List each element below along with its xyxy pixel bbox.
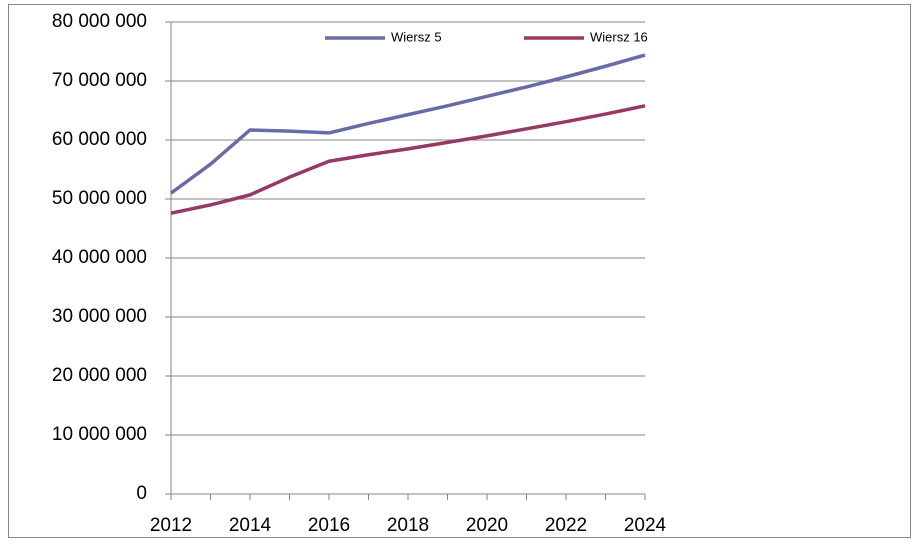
line-series — [169, 53, 646, 195]
x-tick-label: 2016 — [308, 515, 350, 536]
y-tick-label: 80 000 000 — [52, 11, 147, 32]
chart-frame — [8, 4, 911, 538]
legend-label: Wiersz 16 — [590, 29, 648, 44]
x-tick-label: 2018 — [387, 515, 429, 536]
y-tick-label: 10 000 000 — [52, 424, 147, 445]
y-tick-label: 0 — [136, 483, 147, 504]
legend-label: Wiersz 5 — [391, 29, 442, 44]
x-tick-label: 2020 — [466, 515, 508, 536]
y-tick-label: 30 000 000 — [52, 306, 147, 327]
y-tick-label: 60 000 000 — [52, 129, 147, 150]
x-tick-label: 2014 — [229, 515, 272, 536]
x-tick-label: 2024 — [624, 515, 667, 536]
x-tick-label: 2022 — [545, 515, 587, 536]
y-tick-label: 40 000 000 — [52, 247, 147, 268]
x-tick-label: 2012 — [150, 515, 192, 536]
line-series — [170, 104, 646, 215]
y-tick-label: 70 000 000 — [52, 70, 147, 91]
y-tick-label: 50 000 000 — [52, 188, 147, 209]
y-tick-label: 20 000 000 — [52, 365, 147, 386]
